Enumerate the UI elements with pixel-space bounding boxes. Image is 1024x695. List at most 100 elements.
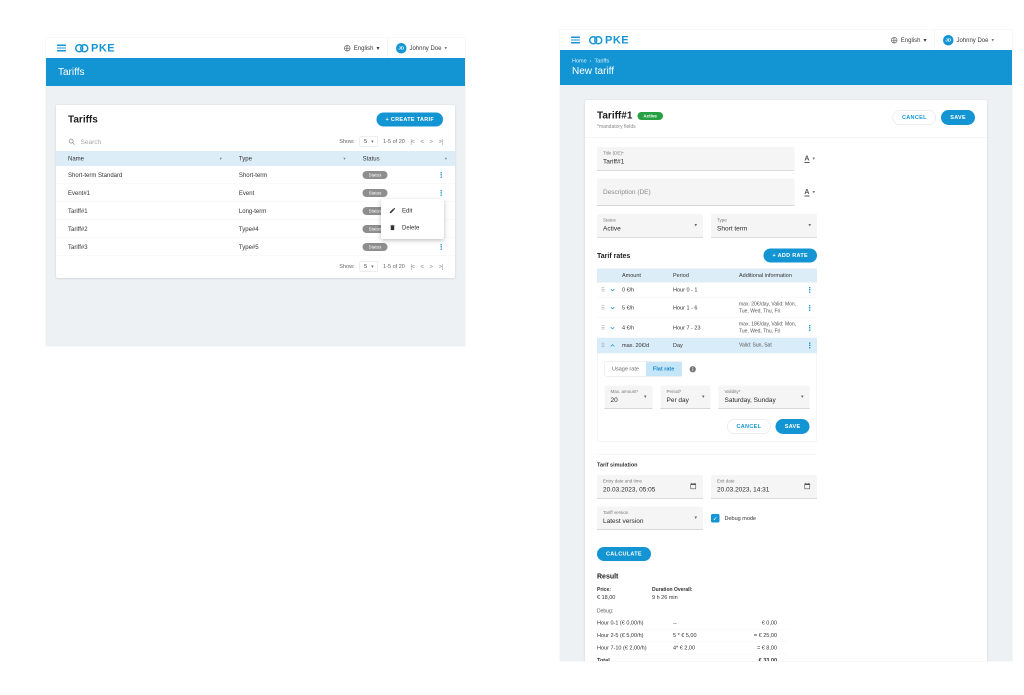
drag-handle-icon[interactable]: ⠿ bbox=[600, 324, 606, 332]
column-type[interactable]: Type ▾ bbox=[238, 155, 346, 162]
tab-usage-rate[interactable]: Usage rate bbox=[605, 362, 646, 376]
drag-handle-icon[interactable]: ⠿ bbox=[600, 342, 606, 349]
status-badge: Status bbox=[362, 188, 388, 197]
row-menu-icon[interactable]: ⋮ bbox=[806, 323, 814, 333]
first-page-button[interactable]: |< bbox=[410, 263, 415, 270]
row-menu-icon[interactable]: ⋮ bbox=[806, 286, 814, 295]
info-icon[interactable] bbox=[689, 365, 697, 373]
pencil-icon bbox=[389, 207, 396, 214]
table-row[interactable]: Tariff#3 Type#5 Status ⋮ bbox=[56, 238, 455, 256]
title-field[interactable]: Title (DE)* Tariff#1 bbox=[597, 147, 795, 171]
rate-row[interactable]: ⠿ 4 €/h Hour 7 - 23 max. 18€/day, Valid:… bbox=[597, 318, 817, 338]
menu-item-delete[interactable]: Delete bbox=[381, 219, 444, 236]
translate-selector[interactable]: A ▾ bbox=[802, 147, 817, 171]
first-page-button[interactable]: |< bbox=[410, 138, 415, 145]
chevron-down-icon: ▾ bbox=[444, 45, 447, 51]
rate-save-button[interactable]: SAVE bbox=[775, 419, 810, 434]
translate-icon: A bbox=[804, 153, 810, 164]
chevron-down-icon: ▾ bbox=[643, 394, 647, 400]
cell-type: Type#5 bbox=[238, 243, 259, 251]
breadcrumb: Home › Tariffs bbox=[572, 58, 1000, 64]
last-page-button[interactable]: >| bbox=[438, 138, 443, 145]
calendar-icon[interactable] bbox=[690, 482, 698, 491]
chevron-down-icon: ▾ bbox=[991, 37, 994, 43]
translate-selector[interactable]: A ▾ bbox=[802, 179, 817, 207]
type-select[interactable]: Type Short term ▾ bbox=[711, 214, 817, 238]
row-menu-icon[interactable]: ⋮ bbox=[806, 341, 814, 351]
page-size-select[interactable]: 5 ▾ bbox=[359, 261, 379, 272]
rate-row[interactable]: ⠿ 5 €/h Hour 1 - 6 max. 20€/day, Valid: … bbox=[597, 298, 817, 318]
status-select[interactable]: Status Active ▾ bbox=[597, 214, 703, 238]
period-select[interactable]: Period* Per day ▾ bbox=[660, 385, 711, 409]
description-field[interactable]: Description (DE) bbox=[597, 178, 795, 206]
price-value: € 18,00 bbox=[597, 594, 616, 601]
debug-row: Hour 2-5 (€ 5,00/h) 5 * € 5,00 = € 25,00 bbox=[597, 630, 787, 642]
cancel-button[interactable]: CANCEL bbox=[892, 110, 937, 125]
menu-item-edit[interactable]: Edit bbox=[381, 202, 444, 219]
expand-icon[interactable] bbox=[609, 324, 616, 331]
create-tarif-button[interactable]: + CREATE TARIF bbox=[376, 112, 443, 127]
next-page-button[interactable]: > bbox=[429, 263, 433, 270]
collapse-icon[interactable] bbox=[609, 342, 616, 349]
cell-name: Tariff#2 bbox=[68, 225, 88, 233]
rate-row[interactable]: ⠿ 0 €/h Hour 0 - 1 ⋮ bbox=[597, 283, 817, 298]
table-header: Name ▾ Type ▾ Status ▾ bbox=[56, 151, 455, 166]
row-menu-icon[interactable]: ⋮ bbox=[437, 242, 446, 252]
expand-icon[interactable] bbox=[609, 304, 616, 311]
page-range: 1-5 of 20 bbox=[383, 138, 405, 145]
result-section-title: Result bbox=[597, 572, 619, 580]
column-name[interactable]: Name ▾ bbox=[68, 155, 222, 162]
tariff-name: Tariff#1 bbox=[597, 110, 633, 121]
user-menu[interactable]: JD Johnny Doe ▾ bbox=[934, 30, 1002, 50]
search-input[interactable] bbox=[80, 137, 335, 146]
pke-logo: PKE bbox=[589, 34, 629, 47]
add-rate-button[interactable]: + ADD RATE bbox=[763, 248, 817, 263]
prev-page-button[interactable]: < bbox=[420, 263, 424, 270]
logo-text: PKE bbox=[605, 33, 630, 47]
prev-page-button[interactable]: < bbox=[420, 138, 424, 145]
debug-mode-checkbox[interactable]: ✓ bbox=[711, 514, 720, 523]
validity-select[interactable]: Validity* Saturday, Sunday ▾ bbox=[718, 385, 810, 409]
rate-row-expanded[interactable]: ⠿ max. 20€/d Day Valid: Sun, Sat ⋮ bbox=[597, 338, 817, 354]
menu-icon[interactable] bbox=[57, 44, 66, 52]
column-status[interactable]: Status bbox=[362, 155, 380, 162]
calendar-icon[interactable] bbox=[804, 482, 812, 491]
breadcrumb-separator: › bbox=[589, 58, 592, 64]
rate-cancel-button[interactable]: CANCEL bbox=[727, 419, 771, 434]
column-actions[interactable]: ▾ bbox=[432, 156, 455, 162]
entry-date-field[interactable]: Entry date and time 20.03.2023, 05:05 bbox=[597, 475, 703, 499]
page-size-select[interactable]: 5 ▾ bbox=[359, 136, 379, 147]
save-button[interactable]: SAVE bbox=[941, 110, 975, 125]
avatar: JD bbox=[942, 34, 954, 46]
debug-mode-label: Debug mode bbox=[724, 515, 757, 522]
tab-flat-rate[interactable]: Flat rate bbox=[645, 362, 682, 376]
language-selector[interactable]: English ▾ bbox=[335, 38, 387, 58]
logo-rings-icon bbox=[75, 43, 89, 53]
language-selector[interactable]: English ▾ bbox=[882, 30, 934, 50]
drag-handle-icon[interactable]: ⠿ bbox=[600, 286, 606, 294]
tariff-version-select[interactable]: Tariff version Latest version ▾ bbox=[597, 506, 703, 530]
divider bbox=[597, 454, 817, 455]
table-row[interactable]: Tariff#2 Type#4 Status ⋮ bbox=[56, 220, 455, 238]
exit-date-field[interactable]: Exit date 20.03.2023, 14:31 bbox=[711, 475, 817, 499]
row-menu-icon[interactable]: ⋮ bbox=[437, 188, 446, 198]
expand-icon[interactable] bbox=[609, 287, 616, 294]
last-page-button[interactable]: >| bbox=[438, 263, 443, 270]
debug-total-row: Total € 33,00 bbox=[597, 655, 787, 662]
row-menu-icon[interactable]: ⋮ bbox=[437, 170, 446, 180]
breadcrumb-tariffs[interactable]: Tariffs bbox=[594, 58, 610, 64]
menu-icon[interactable] bbox=[571, 36, 580, 44]
table-row[interactable]: Event#1 Event Status ⋮ bbox=[56, 184, 455, 202]
calculate-button[interactable]: CALCULATE bbox=[597, 547, 651, 561]
next-page-button[interactable]: > bbox=[429, 138, 433, 145]
table-row[interactable]: Short-term Standard Short-term Status ⋮ bbox=[56, 166, 455, 184]
breadcrumb-home[interactable]: Home bbox=[572, 58, 587, 64]
max-amount-select[interactable]: Max. amount* 20 ▾ bbox=[604, 385, 653, 409]
drag-handle-icon[interactable]: ⠿ bbox=[600, 304, 606, 312]
row-menu-icon[interactable]: ⋮ bbox=[806, 303, 814, 313]
language-label: English bbox=[900, 36, 921, 44]
page-size-value: 5 bbox=[364, 138, 368, 145]
user-menu[interactable]: JD Johnny Doe ▾ bbox=[387, 38, 455, 58]
mandatory-note: *mandatory fields bbox=[597, 124, 636, 130]
pke-logo: PKE bbox=[75, 42, 115, 55]
